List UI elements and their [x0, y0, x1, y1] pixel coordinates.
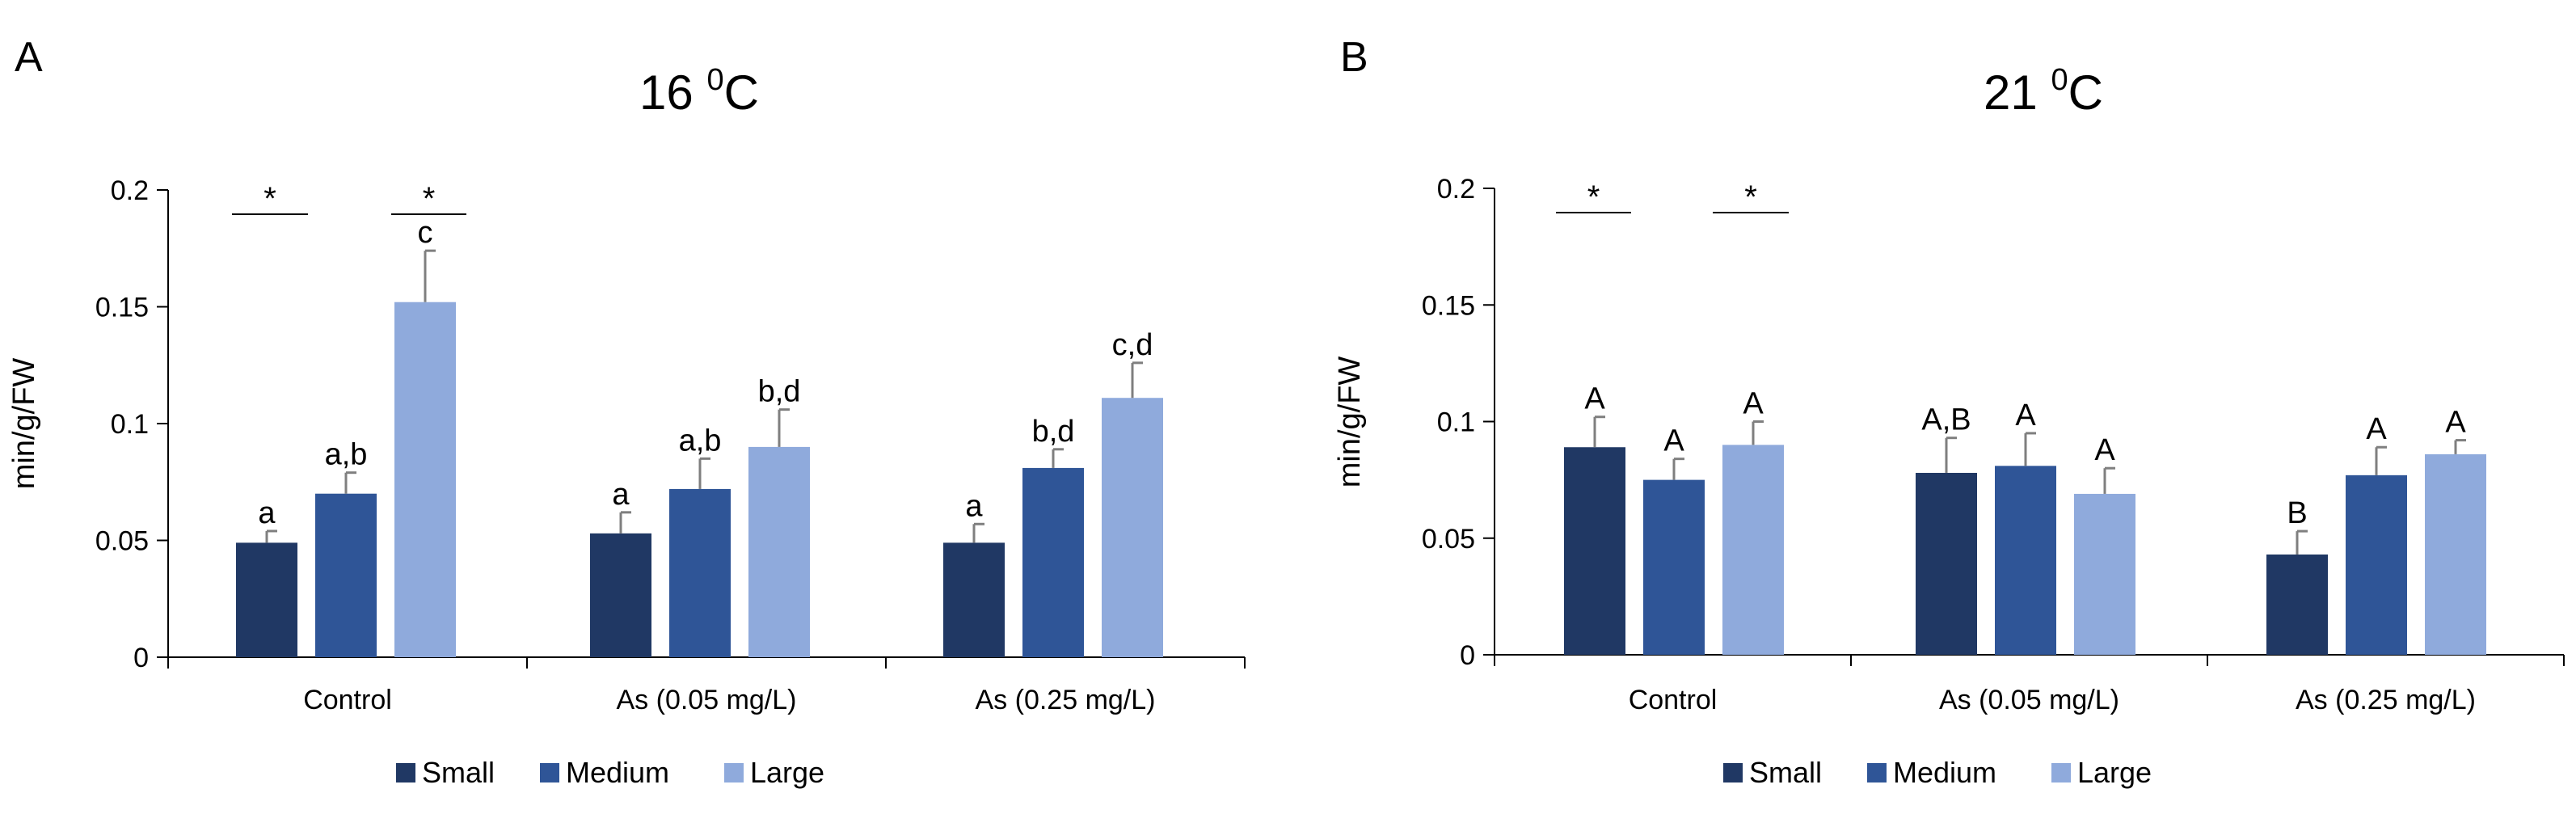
bar-large: [394, 302, 456, 657]
legend-swatch-small: [396, 763, 415, 782]
x-tick-label: Control: [1629, 685, 1718, 715]
bar-medium: [2346, 475, 2407, 655]
chart-title: 16 0C: [639, 63, 759, 120]
significance-letter: a,b: [325, 438, 368, 472]
significance-letter: A: [2015, 399, 2036, 432]
panel-b: B 21 0C min/g/FW 0 0.05 0.1 0.15 0.2 Control As (…: [1333, 34, 2565, 789]
bar-small: [2266, 554, 2328, 655]
y-tick-label: 0.15: [95, 293, 149, 323]
x-tick-label: As (0.25 mg/L): [976, 685, 1156, 715]
bar-small: [1916, 472, 1977, 655]
y-tick-label: 0.1: [1437, 407, 1475, 438]
bar-large: [1722, 445, 1784, 655]
bar-medium: [1022, 467, 1084, 657]
panel-label: B: [1340, 34, 1368, 81]
significance-letter: A,B: [1921, 403, 1971, 437]
legend-label-medium: Medium: [566, 756, 669, 789]
bar-small: [943, 542, 1005, 657]
significance-letter: a: [258, 496, 276, 530]
bar-small: [1564, 447, 1625, 655]
bar-large: [2425, 453, 2486, 655]
legend-swatch-medium: [1867, 763, 1887, 782]
bar-large: [748, 446, 810, 657]
legend-swatch-large: [2051, 763, 2071, 782]
significance-letter: a: [965, 489, 983, 523]
significance-letter: a: [612, 478, 630, 512]
y-tick-label: 0.15: [1422, 290, 1475, 321]
significance-letter: A: [2366, 412, 2387, 446]
legend-label-small: Small: [1749, 756, 1822, 789]
x-tick-label: As (0.05 mg/L): [1939, 685, 2119, 715]
chart-title: 21 0C: [1984, 63, 2103, 120]
legend-label-large: Large: [750, 756, 824, 789]
legend-label-large: Large: [2077, 756, 2152, 789]
y-axis-label: min/g/FW: [1333, 356, 1367, 488]
bar-medium: [1995, 466, 2056, 655]
bar-large: [2074, 493, 2135, 655]
y-tick-label: 0.05: [95, 526, 149, 557]
y-axis-label: min/g/FW: [7, 358, 41, 490]
y-tick-label: 0.05: [1422, 524, 1475, 555]
bar-medium: [669, 488, 731, 657]
significance-letter: A: [1584, 382, 1605, 416]
panel-label: A: [15, 34, 43, 81]
significance-letter: b,d: [1032, 415, 1075, 449]
legend-swatch-large: [724, 763, 744, 782]
significance-star: *: [1587, 179, 1600, 215]
significance-letter: A: [1663, 424, 1684, 458]
legend-swatch-small: [1723, 763, 1743, 782]
bar-small: [590, 533, 651, 657]
significance-letter: c: [418, 216, 433, 250]
y-tick-label: 0.2: [111, 175, 149, 206]
significance-star: *: [1744, 179, 1757, 215]
significance-letter: b,d: [758, 375, 801, 409]
legend-label-medium: Medium: [1893, 756, 1996, 789]
y-tick-label: 0.1: [111, 409, 149, 440]
y-tick-label: 0.2: [1437, 174, 1475, 205]
bar-medium: [1643, 479, 1705, 655]
significance-letter: B: [2287, 496, 2307, 530]
significance-star: *: [264, 181, 276, 217]
significance-letter: c,d: [1112, 328, 1153, 362]
y-tick-label: 0: [133, 643, 149, 673]
y-tick-label: 0: [1460, 640, 1475, 671]
x-tick-label: As (0.25 mg/L): [2296, 685, 2476, 715]
bar-small: [236, 542, 297, 657]
panel-a: A 16 0C min/g/FW 0 0.05 0.1 0.15 0.2 Control As (…: [7, 34, 1246, 789]
bar-medium: [315, 493, 377, 657]
x-tick-label: As (0.05 mg/L): [617, 685, 797, 715]
significance-letter: A: [2445, 406, 2466, 440]
bar-large: [1102, 398, 1163, 657]
legend-swatch-medium: [540, 763, 559, 782]
significance-star: *: [423, 181, 436, 217]
significance-letter: A: [1743, 387, 1764, 421]
significance-letter: A: [2094, 433, 2115, 467]
x-tick-label: Control: [303, 685, 392, 715]
legend-label-small: Small: [422, 756, 495, 789]
significance-letter: a,b: [679, 424, 722, 458]
